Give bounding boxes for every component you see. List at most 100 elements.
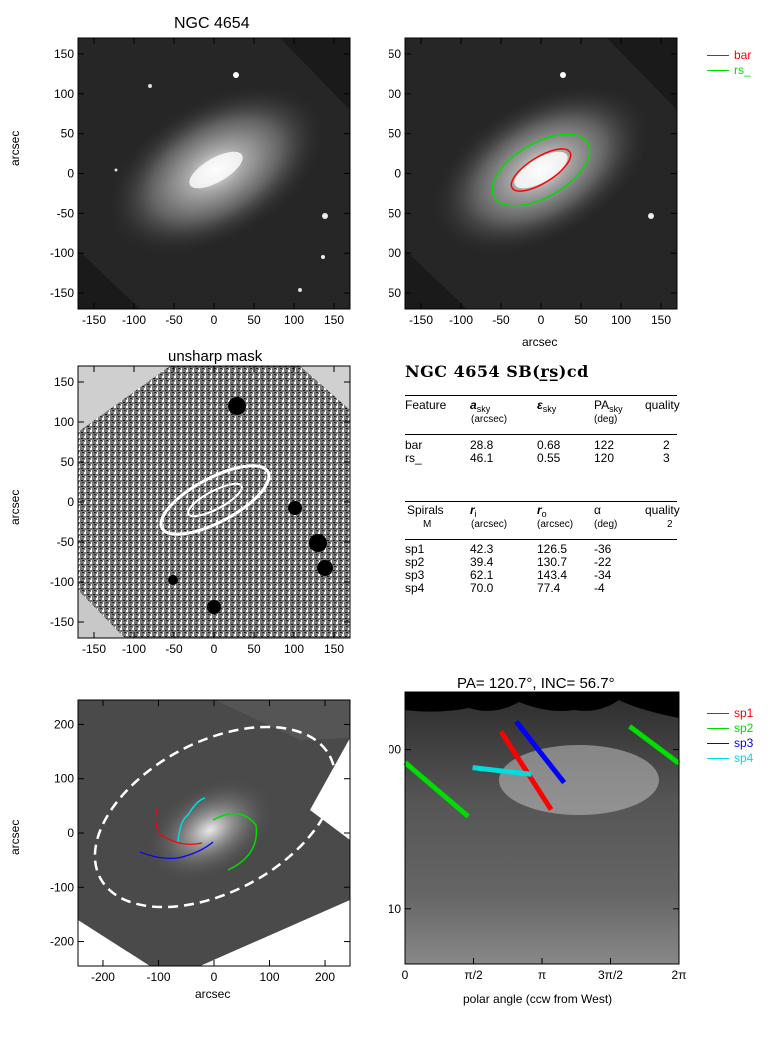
feature-a-cell: 46.1: [470, 451, 494, 465]
polar-series: [403, 720, 681, 819]
hdr-ro: ro: [537, 503, 547, 520]
p1-xtick-label: -50: [165, 313, 183, 327]
sp4-arc: [177, 797, 206, 843]
sp1-arc: [154, 807, 161, 835]
panel-2-axes: -150 -100 -50 0 50 100 150 150 100 50 0 -50 -100 -150: [389, 37, 678, 327]
p5-ytick-label: -200: [50, 935, 74, 949]
hdr-ro-unit: (arcsec): [537, 519, 574, 530]
p6-xtick-label: 3π/2: [598, 968, 623, 982]
panel-5-axes: -200 -100 0 100 200 200 100 0 -100 -200: [50, 699, 351, 984]
p1-xtick-label: 50: [247, 313, 261, 327]
p3-ytick-label: -100: [50, 575, 74, 589]
spiral-ri-cell: 62.1: [470, 568, 494, 582]
p3-xtick-label: -50: [165, 642, 183, 656]
feature-pa-cell: 120: [594, 451, 615, 465]
hdr-spiral-quality-value: 2: [667, 519, 673, 530]
p6-xtick-label: π: [538, 968, 546, 982]
rule-4: [405, 539, 677, 540]
panel-2-svg: [405, 38, 677, 309]
legend-swatch: [707, 728, 729, 729]
galaxy-bulge: [189, 151, 243, 189]
hdr-ri: ri: [470, 503, 477, 520]
p5-xtick-label: 100: [259, 970, 279, 984]
legend-label: sp2: [734, 721, 754, 735]
hdr-spiral-quality: quality: [645, 503, 680, 517]
panel-1-svg: [78, 38, 350, 309]
sp1-line: [498, 730, 554, 811]
p5-ytick-label: 200: [54, 717, 74, 731]
panel-3-title: unsharp mask: [168, 348, 263, 365]
panel-2-ellipse-fit: -150-100-50050100150150100500-50-100-150…: [389, 0, 779, 360]
panel-6-axes: 0 π/2 π 3π/2 2π 100 10: [389, 691, 687, 982]
p3-frame: [77, 365, 351, 639]
feature-eps-cell: 0.68: [537, 438, 561, 452]
hdr-pa-unit: (deg): [594, 414, 618, 425]
p3-ytick-label: -150: [50, 615, 74, 629]
hdr-pa: PAsky: [594, 398, 623, 415]
p6-xtick-label: 2π: [672, 968, 687, 982]
p2-ytick-label: 100: [389, 87, 401, 101]
p3-ytick-label: 0: [67, 495, 74, 509]
p2-xtick-label: -100: [449, 313, 473, 327]
p1-frame: [77, 37, 351, 310]
p2-ytick-label: 150: [389, 47, 401, 61]
bar-ellipse: [510, 148, 572, 192]
rule-2: [405, 434, 677, 435]
p1-xtick-label: 100: [284, 313, 304, 327]
sp2-line: [628, 724, 681, 766]
spiral-name-cell: sp4: [405, 581, 425, 595]
legend-label: sp4: [734, 751, 754, 765]
hdr-a-unit: (arcsec): [471, 414, 508, 425]
p1-xtick-label: -150: [82, 313, 106, 327]
sp2-arc: [212, 812, 258, 871]
spiral-alpha-cell: -4: [594, 581, 605, 595]
p3-xtick-label: -100: [122, 642, 146, 656]
hdr-m: M: [423, 519, 432, 530]
legend-swatch: [707, 713, 729, 714]
spiral-name-cell: sp2: [405, 555, 425, 569]
p1-ytick-label: 100: [54, 87, 74, 101]
legend-label: sp3: [734, 736, 754, 750]
p5-xtick-label: 200: [315, 970, 335, 984]
parameter-table: NGC 4654 SB(r̲s̲)cd Feature asky (arcsec…: [405, 364, 685, 625]
spiral-alpha-cell: -34: [594, 568, 612, 582]
panel-6-polar-plot: PA= 120.7°, INC= 56.7° 0π/2π3π/22π10010 …: [389, 670, 779, 1039]
hdr-a: asky: [470, 398, 491, 415]
p6-ytick-label: 10: [389, 902, 401, 916]
p2-xtick-label: 100: [611, 313, 631, 327]
spiral-name-cell: sp1: [405, 542, 425, 556]
sp2-line: [403, 760, 470, 819]
p5-frame: [77, 699, 351, 967]
feature-name-cell: rs_: [405, 451, 422, 465]
p1-ytick-label: 50: [61, 127, 75, 141]
panel-6-title: PA= 120.7°, INC= 56.7°: [457, 675, 615, 692]
p2-frame: [404, 37, 678, 310]
p2-xtick-label: -50: [492, 313, 510, 327]
panel-5-spiral-overlay: -200 -100 0 100 200 200 100 0 -100 -200 arcsec ar…: [0, 680, 389, 1039]
panel-3-ylabel: arcsec: [8, 489, 22, 525]
spiral-alpha-cell: -36: [594, 542, 612, 556]
spiral-ro-cell: 130.7: [537, 555, 568, 569]
panel-5-ylabel: arcsec: [8, 819, 22, 855]
p5-xtick-label: 0: [211, 970, 218, 984]
p2-ytick-label: -150: [389, 286, 401, 300]
rule-3: [405, 501, 677, 502]
legend-swatch: [707, 743, 729, 744]
p2-xtick-label: -150: [409, 313, 433, 327]
p2-xtick-label: 50: [574, 313, 588, 327]
sp3-line: [514, 720, 567, 785]
p3-ytick-label: 50: [61, 455, 75, 469]
rule-1: [405, 395, 677, 396]
panel-2-xlabel: arcsec: [522, 335, 558, 349]
p3-ytick-label: -50: [57, 535, 75, 549]
p3-xtick-label: 0: [211, 642, 218, 656]
panel-1-ylabel: arcsec: [8, 130, 22, 166]
p1-ytick-label: -100: [50, 246, 74, 260]
p5-ytick-label: -100: [50, 880, 74, 894]
feature-pa-cell: 122: [594, 438, 615, 452]
p1-xtick-label: 0: [211, 313, 218, 327]
p3-xtick-label: 150: [324, 642, 344, 656]
legend-label: sp1: [734, 706, 754, 720]
sp3-arc: [139, 841, 214, 859]
p5-ytick-label: 100: [54, 772, 74, 786]
